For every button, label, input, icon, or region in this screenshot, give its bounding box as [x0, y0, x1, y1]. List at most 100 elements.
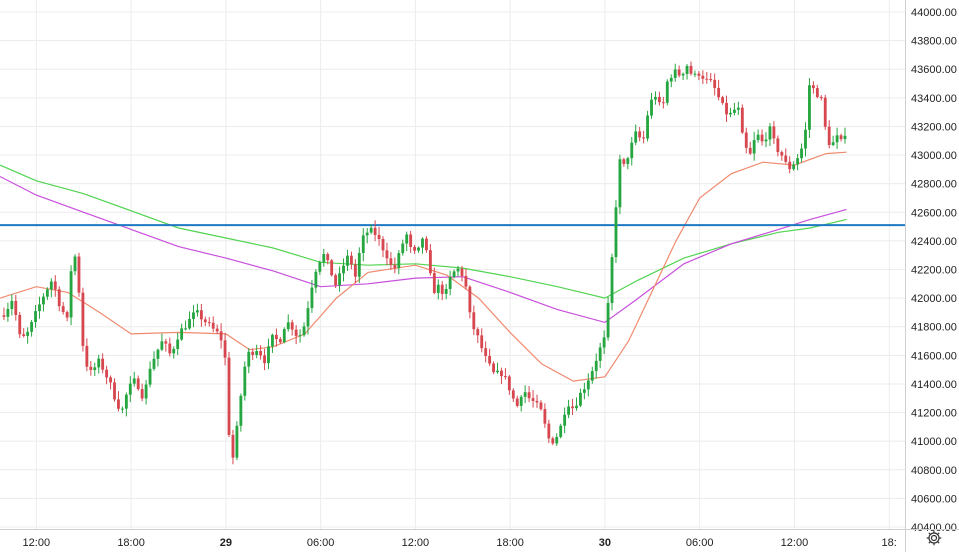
y-tick-label: 43200.00	[911, 121, 957, 133]
candle-body	[105, 369, 109, 378]
candle-body	[539, 402, 543, 410]
candle-body	[740, 107, 744, 133]
candle-body	[768, 126, 772, 140]
candle-body	[839, 135, 843, 140]
candle-body	[172, 348, 176, 354]
candle-body	[330, 260, 334, 276]
candle-body	[515, 398, 519, 406]
candle-body	[397, 253, 401, 269]
candle-body	[290, 322, 294, 330]
candle-body	[164, 341, 168, 344]
candle-body	[30, 322, 34, 332]
candle-body	[543, 409, 547, 424]
candle-body	[421, 238, 424, 248]
candle-body	[614, 207, 618, 258]
candle-body	[650, 99, 653, 116]
candle-body	[192, 312, 195, 319]
y-tick-label: 44000.00	[911, 7, 957, 19]
candle-body	[310, 287, 314, 309]
candle-body	[10, 300, 14, 309]
y-tick-label: 41200.00	[911, 408, 957, 420]
candle-body	[673, 69, 677, 78]
candle-body	[559, 425, 563, 437]
chart-grid	[0, 0, 905, 529]
candle-body	[22, 334, 26, 336]
candle-body	[792, 164, 796, 170]
candle-body	[274, 334, 278, 340]
candle-body	[278, 339, 282, 343]
candle-body	[480, 335, 484, 349]
candle-body	[2, 315, 6, 317]
candle-body	[551, 438, 555, 444]
x-tick-label: 12:00	[781, 537, 809, 549]
candle-body	[223, 340, 227, 358]
candle-body	[531, 398, 535, 401]
chart-settings-button[interactable]	[923, 527, 945, 549]
candle-body	[61, 306, 65, 313]
candle-body	[140, 389, 144, 399]
candle-body	[38, 304, 41, 312]
candle-body	[594, 360, 598, 372]
candle-body	[511, 390, 515, 399]
candle-body	[184, 328, 188, 330]
candle-body	[642, 137, 646, 139]
x-tick-label: 18:	[882, 537, 897, 549]
candle-body	[357, 253, 361, 277]
candle-body	[582, 389, 586, 393]
candle-body	[42, 296, 45, 305]
candle-body	[464, 275, 468, 287]
candle-body	[148, 368, 152, 385]
candle-body	[14, 300, 18, 315]
candle-body	[626, 158, 630, 164]
candle-body	[507, 376, 511, 391]
candle-body	[199, 310, 203, 320]
candle-body	[586, 380, 590, 390]
candle-body	[120, 408, 124, 410]
candle-body	[425, 238, 428, 251]
candle-body	[432, 273, 436, 293]
candle-body	[294, 329, 298, 336]
candle-body	[231, 434, 235, 458]
y-tick-label: 41600.00	[911, 350, 957, 362]
candle-body	[575, 405, 578, 409]
candle-body	[26, 331, 30, 336]
gear-icon	[926, 530, 942, 546]
candle-body	[563, 414, 567, 426]
candle-body	[823, 97, 827, 127]
candle-body	[811, 85, 815, 89]
candle-body	[389, 258, 393, 265]
moving-average-lines	[0, 151, 847, 382]
y-tick-label: 40600.00	[911, 493, 957, 505]
candle-body	[468, 286, 472, 313]
x-tick-label: 06:00	[307, 537, 335, 549]
candle-body	[49, 281, 53, 290]
candle-body	[255, 351, 259, 355]
candle-body	[385, 250, 389, 259]
y-tick-label: 43800.00	[911, 36, 957, 48]
x-tick-label: 06:00	[686, 537, 714, 549]
candle-body	[377, 234, 381, 240]
candle-body	[492, 363, 495, 373]
candle-body	[263, 355, 266, 364]
y-tick-label: 42800.00	[911, 179, 957, 191]
candle-body	[239, 395, 243, 426]
candle-body	[196, 310, 199, 313]
candle-body	[567, 406, 571, 415]
candle-body	[634, 131, 638, 143]
candle-body	[176, 339, 180, 349]
candle-body	[365, 232, 369, 236]
candle-body	[717, 87, 721, 98]
candle-body	[630, 142, 634, 159]
candle-body	[646, 115, 649, 139]
candle-body	[302, 326, 306, 336]
y-tick-label: 43600.00	[911, 64, 957, 76]
candle-body	[705, 78, 709, 80]
candle-body	[610, 257, 614, 303]
candle-body	[393, 264, 397, 269]
candle-body	[101, 358, 105, 370]
candle-body	[527, 392, 531, 399]
candle-body	[780, 152, 784, 156]
candlestick-series	[2, 61, 847, 465]
